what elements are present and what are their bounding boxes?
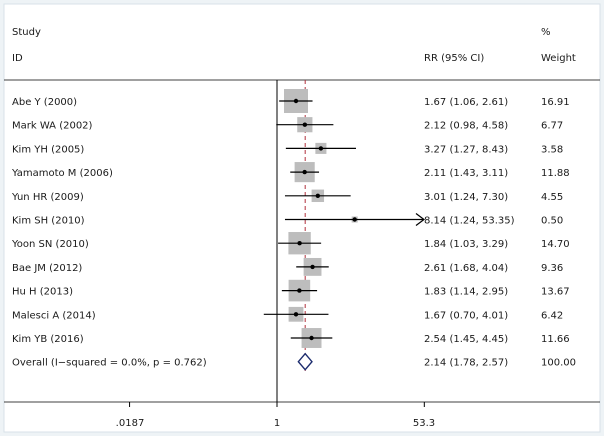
study-point-estimate [293,98,299,104]
study-label: Yoon SN (2010) [11,239,89,250]
study-weight: 11.88 [541,168,570,179]
header-study: Study [12,27,41,38]
study-weight: 0.50 [541,216,563,227]
study-weight: 6.42 [541,310,563,321]
study-rr-ci: 2.61 (1.68, 4.04) [424,263,508,274]
study-rr-ci: 2.11 (1.43, 3.11) [424,168,508,179]
header-id: ID [12,53,23,64]
study-label: Abe Y (2000) [12,97,77,108]
overall-weight: 100.00 [541,358,576,369]
study-point-estimate [309,335,314,341]
study-label: Yamamoto M (2006) [11,168,113,179]
study-point-estimate [302,122,308,127]
study-weight: 3.58 [541,144,563,155]
study-weight: 9.36 [541,263,563,274]
forest-marks: Abe Y (2000) 1.67 (1.06, 2.61) 16.91 Mark W… [4,79,600,407]
study-rr-ci: 3.27 (1.27, 8.43) [424,144,508,155]
study-weight: 4.55 [541,192,563,203]
study-weight: 11.66 [541,334,570,345]
study-label: Kim YB (2016) [12,334,84,345]
study-label: Kim SH (2010) [12,216,85,227]
study-point-estimate [297,241,302,246]
study-label: Hu H (2013) [12,287,73,298]
study-point-estimate [318,146,324,151]
x-tick-label-null: 1 [274,418,280,429]
study-label: Yun HR (2009) [11,192,84,203]
study-weight: 16.91 [541,97,570,108]
study-weight: 6.77 [541,121,563,132]
study-rr-ci: 8.14 (1.24, 53.35) [424,216,515,227]
study-rr-ci: 2.12 (0.98, 4.58) [424,121,508,132]
study-label: Kim YH (2005) [12,144,84,155]
study-point-estimate [315,193,321,198]
study-label: Mark WA (2002) [12,121,93,132]
x-tick-label-low: .0187 [116,418,145,429]
x-tick-label-high: 53.3 [413,418,435,429]
study-point-estimate [297,288,302,293]
study-point-estimate [310,264,315,270]
study-rr-ci: 1.67 (1.06, 2.61) [424,97,508,108]
study-label: Malesci A (2014) [12,310,96,321]
study-rr-ci: 3.01 (1.24, 7.30) [424,192,508,203]
study-rr-ci: 1.84 (1.03, 3.29) [424,239,508,250]
overall-rr-ci: 2.14 (1.78, 2.57) [424,358,508,369]
study-weight: 13.67 [541,287,570,298]
header-percent: % [541,27,551,38]
overall-label: Overall (I−squared = 0.0%, p = 0.762) [12,358,207,369]
study-weight: 14.70 [541,239,570,250]
study-point-estimate [293,312,299,317]
study-point-estimate [302,169,307,175]
study-rr-ci: 1.83 (1.14, 2.95) [424,287,508,298]
study-rr-ci: 2.54 (1.45, 4.45) [424,334,508,345]
study-point-estimate [352,217,357,222]
overall-diamond [297,352,313,371]
study-rr-ci: 1.67 (0.70, 4.01) [424,310,508,321]
study-label: Bae JM (2012) [12,263,82,274]
header-weight: Weight [541,53,576,64]
header-effect: RR (95% CI) [424,53,484,64]
study-ci-arrow [415,213,425,226]
